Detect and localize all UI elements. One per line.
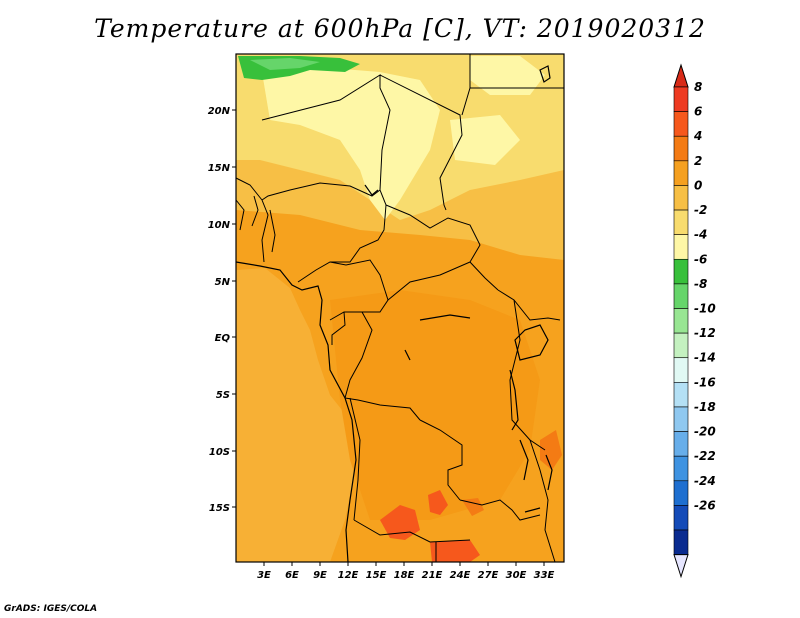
colorbar-swatch	[673, 185, 689, 211]
colorbar-swatch	[673, 234, 689, 260]
colorbar-swatch	[673, 258, 689, 285]
pale-yellow-region	[262, 68, 440, 220]
lon-label: 30E	[506, 570, 527, 581]
colorbar-label: -10	[694, 302, 716, 316]
lon-label: 33E	[534, 570, 555, 581]
warm-patch-1	[380, 505, 420, 540]
lat-label: 15N	[208, 163, 231, 174]
colorbar-label: -18	[694, 400, 716, 414]
map-frame	[235, 53, 565, 563]
colorbar-label: -24	[694, 474, 716, 488]
colorbar-label: 0	[694, 178, 702, 192]
colorbar-label: -16	[694, 375, 716, 389]
colorbar-swatch	[673, 209, 689, 235]
colorbar-label: -26	[694, 498, 716, 512]
pale-yellow-east	[450, 115, 520, 165]
lon-label: 6E	[285, 570, 299, 581]
colorbar-swatch	[673, 86, 689, 112]
lon-label: 21E	[422, 570, 443, 581]
colorbar-swatch	[673, 382, 689, 408]
colorbar-swatch	[673, 111, 689, 137]
latitude-axis: 20N 15N 10N 5N EQ 5S 10S 15S	[208, 106, 236, 514]
colorbar-label: -20	[694, 425, 716, 439]
colorbar-swatch	[673, 406, 689, 432]
ocean-light-band	[236, 268, 355, 562]
colorbar-swatch	[673, 455, 689, 482]
colorbar-top-arrow	[673, 63, 689, 88]
lon-label: 27E	[478, 570, 499, 581]
interior-dark-orange	[330, 290, 540, 520]
coastlines	[235, 65, 553, 563]
warm-patch-4	[462, 498, 484, 516]
lon-label: 24E	[450, 570, 471, 581]
country-borders	[235, 54, 564, 563]
colorbar-label: -2	[694, 203, 707, 217]
colorbar-label: 2	[694, 154, 702, 168]
lat-label: 10N	[208, 220, 231, 231]
warm-patch-2	[428, 490, 448, 515]
colorbar-swatch	[673, 332, 689, 359]
colorbar-label: -8	[694, 277, 707, 291]
lat-label: 10S	[209, 447, 230, 458]
colorbar-label: -6	[694, 252, 707, 266]
lon-label: 15E	[366, 570, 387, 581]
lat-label: 20N	[208, 106, 231, 117]
colorbar-swatch	[673, 160, 689, 186]
lat-label: 5S	[216, 390, 230, 401]
colorbar-swatch	[673, 308, 689, 334]
colorbar-bottom-arrow	[673, 554, 689, 579]
cold-green-inner	[250, 58, 320, 70]
lat-label: 15S	[209, 503, 230, 514]
colorbar-label: 6	[694, 105, 702, 119]
colorbar-swatch	[673, 283, 689, 309]
colorbar-swatch	[673, 505, 689, 531]
lon-label: 3E	[257, 570, 271, 581]
warm-patch-3	[430, 540, 480, 562]
lat-label: EQ	[215, 333, 231, 344]
grads-credit: GrADS: IGES/COLA	[4, 604, 98, 614]
colorbar-label: -22	[694, 449, 716, 463]
warm-patch-5	[540, 430, 562, 470]
lon-label: 12E	[338, 570, 359, 581]
lon-label: 9E	[313, 570, 327, 581]
lat-label: 5N	[215, 277, 231, 288]
pale-yellow-northeast	[470, 56, 545, 95]
colorbar-swatch	[673, 480, 689, 506]
colorbar-swatch	[673, 357, 689, 383]
colorbar-label: -14	[694, 351, 716, 365]
colorbar-label: -12	[694, 326, 716, 340]
longitude-axis: 3E 6E 9E 12E 15E 18E 21E 24E 27E 30E 33E	[257, 562, 555, 581]
colorbar-swatch	[673, 135, 689, 162]
colorbar-label: 4	[693, 129, 702, 143]
colorbar-swatch	[673, 431, 689, 457]
colorbar-label: 8	[694, 80, 702, 94]
lon-label: 18E	[394, 570, 415, 581]
colorbar-label: -4	[694, 228, 707, 242]
map-title: Temperature at 600hPa [C], VT: 201902031…	[94, 14, 706, 43]
colorbar: 8 6 4 2 0 -2 -4 -6 -8 -10 -12 -14 -16 -18 -20 -22 -24 -26	[673, 63, 716, 579]
colorbar-swatch	[673, 529, 689, 555]
